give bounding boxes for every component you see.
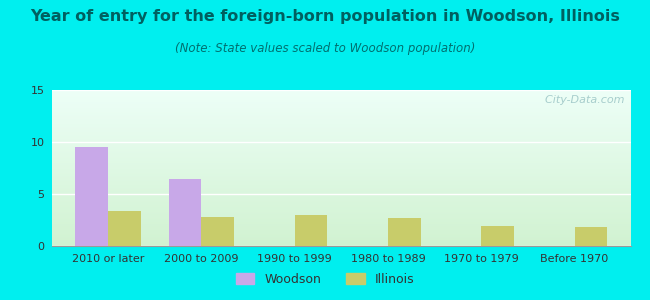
Legend: Woodson, Illinois: Woodson, Illinois	[231, 268, 419, 291]
Bar	[75, 147, 108, 246]
Bar	[108, 211, 140, 246]
Bar	[575, 227, 607, 246]
Bar	[481, 226, 514, 246]
Text: (Note: State values scaled to Woodson population): (Note: State values scaled to Woodson po…	[175, 42, 475, 55]
Text: City-Data.com: City-Data.com	[538, 95, 625, 105]
Bar	[168, 179, 202, 246]
Text: Year of entry for the foreign-born population in Woodson, Illinois: Year of entry for the foreign-born popul…	[30, 9, 620, 24]
Bar	[294, 215, 327, 246]
Bar	[202, 217, 234, 246]
Bar	[388, 218, 421, 246]
